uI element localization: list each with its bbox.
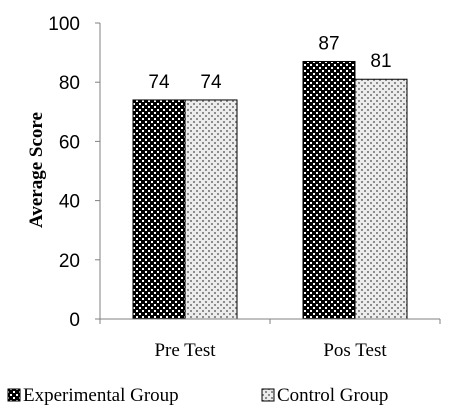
y-tick-label: 20 (59, 251, 80, 272)
y-tick-label: 60 (59, 132, 80, 153)
y-axis-ticks: 0 20 40 60 80 100 (48, 14, 100, 331)
legend-swatch-experimental-group (7, 388, 21, 402)
bar-control-group-pre-test (184, 99, 238, 320)
data-label: 81 (370, 51, 391, 72)
bar-control-group-pos-test (354, 78, 408, 320)
data-label: 74 (200, 72, 222, 93)
legend-label: Control Group (277, 385, 388, 406)
bars (132, 60, 408, 320)
bar-experimental-group-pre-test (132, 99, 186, 320)
legend: Experimental Group Control Group (7, 385, 388, 406)
legend-label: Experimental Group (23, 385, 179, 406)
y-axis-label: Average Score (26, 112, 47, 228)
data-label: 74 (148, 72, 170, 93)
data-label: 87 (318, 33, 339, 54)
axes (99, 23, 441, 324)
data-labels: 74 74 87 81 (148, 33, 391, 92)
bar-experimental-group-pos-test (302, 60, 356, 320)
y-tick-label: 100 (48, 14, 80, 35)
category-label: Pos Test (323, 340, 387, 361)
y-tick-label: 40 (59, 192, 80, 213)
category-label: Pre Test (154, 340, 216, 361)
category-labels: Pre Test Pos Test (154, 340, 387, 361)
y-tick-label: 80 (59, 73, 80, 94)
legend-swatch-control-group (261, 388, 275, 402)
y-tick-label: 0 (69, 310, 80, 331)
